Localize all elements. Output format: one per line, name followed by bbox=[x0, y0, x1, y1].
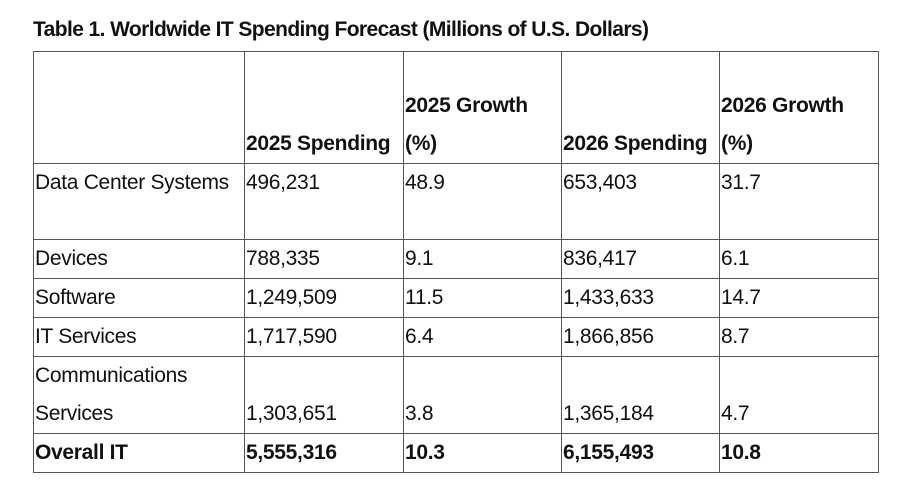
cell: 48.9 bbox=[403, 163, 562, 240]
header-cell: 2026 Spending bbox=[561, 51, 720, 164]
cell: 4.7 bbox=[719, 356, 879, 434]
cell: 1,717,590 bbox=[244, 317, 404, 357]
row-label: IT Services bbox=[33, 317, 245, 357]
header-row: 2025 Spending 2025 Growth (%) 2026 Spend… bbox=[33, 51, 879, 164]
cell: 14.7 bbox=[719, 278, 879, 318]
cell: 10.8 bbox=[719, 433, 879, 473]
row-label: Software bbox=[33, 278, 245, 318]
cell: 6,155,493 bbox=[561, 433, 720, 473]
header-cell bbox=[33, 51, 245, 164]
cell: 3.8 bbox=[403, 356, 562, 434]
cell: 836,417 bbox=[561, 239, 720, 279]
cell: 1,433,633 bbox=[561, 278, 720, 318]
header-cell: 2025 Growth (%) bbox=[403, 51, 562, 164]
cell: 788,335 bbox=[244, 239, 404, 279]
row-label: Overall IT bbox=[33, 433, 245, 473]
cell: 1,303,651 bbox=[244, 356, 404, 434]
cell: 1,866,856 bbox=[561, 317, 720, 357]
table-row: Data Center Systems 496,231 48.9 653,403… bbox=[33, 163, 879, 240]
cell: 653,403 bbox=[561, 163, 720, 240]
header-cell: 2025 Spending bbox=[244, 51, 404, 164]
cell: 8.7 bbox=[719, 317, 879, 357]
cell: 496,231 bbox=[244, 163, 404, 240]
row-label: Devices bbox=[33, 239, 245, 279]
cell: 9.1 bbox=[403, 239, 562, 279]
cell: 6.1 bbox=[719, 239, 879, 279]
it-spending-table: 2025 Spending 2025 Growth (%) 2026 Spend… bbox=[33, 51, 879, 473]
cell: 5,555,316 bbox=[244, 433, 404, 473]
table-row: Software 1,249,509 11.5 1,433,633 14.7 bbox=[33, 278, 879, 318]
header-cell: 2026 Growth (%) bbox=[719, 51, 879, 164]
cell: 11.5 bbox=[403, 278, 562, 318]
row-label: Communications Services bbox=[33, 356, 245, 434]
table-row: IT Services 1,717,590 6.4 1,866,856 8.7 bbox=[33, 317, 879, 357]
table-title: Table 1. Worldwide IT Spending Forecast … bbox=[33, 18, 649, 41]
row-label: Data Center Systems bbox=[33, 163, 245, 240]
table-row: Devices 788,335 9.1 836,417 6.1 bbox=[33, 239, 879, 279]
table-row: Communications Services 1,303,651 3.8 1,… bbox=[33, 356, 879, 434]
cell: 31.7 bbox=[719, 163, 879, 240]
cell: 1,365,184 bbox=[561, 356, 720, 434]
cell: 6.4 bbox=[403, 317, 562, 357]
cell: 10.3 bbox=[403, 433, 562, 473]
cell: 1,249,509 bbox=[244, 278, 404, 318]
total-row: Overall IT 5,555,316 10.3 6,155,493 10.8 bbox=[33, 433, 879, 473]
